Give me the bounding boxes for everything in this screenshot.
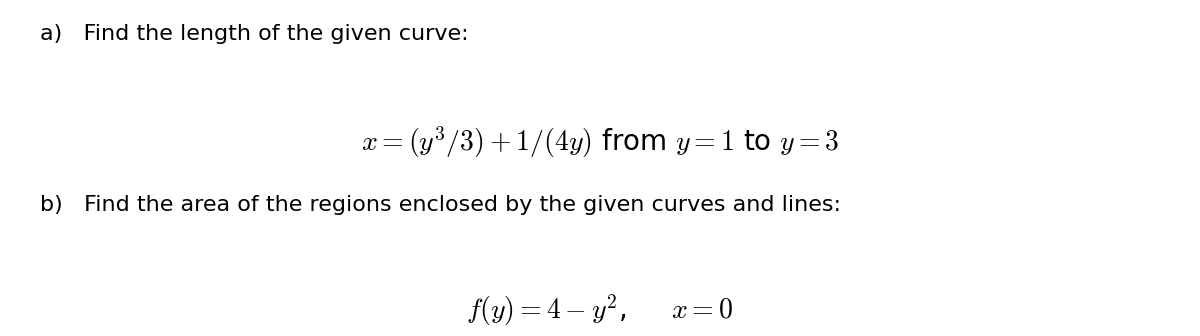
Text: $f(y) = 4 - y^2$,     $x = 0$: $f(y) = 4 - y^2$, $x = 0$ bbox=[467, 292, 733, 328]
Text: $x = (y^3/3) + 1/(4y)$ from $y = 1$ to $y = 3$: $x = (y^3/3) + 1/(4y)$ from $y = 1$ to $… bbox=[361, 124, 839, 160]
Text: a)   Find the length of the given curve:: a) Find the length of the given curve: bbox=[40, 24, 468, 44]
Text: b)   Find the area of the regions enclosed by the given curves and lines:: b) Find the area of the regions enclosed… bbox=[40, 195, 840, 215]
